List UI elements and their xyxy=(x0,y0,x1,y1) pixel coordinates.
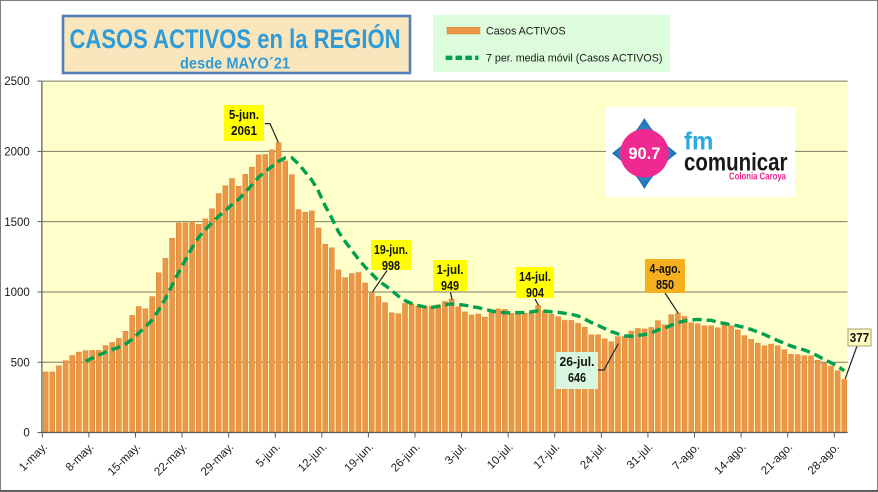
svg-text:998: 998 xyxy=(382,259,400,273)
svg-text:CASOS ACTIVOS en la REGIÓN: CASOS ACTIVOS en la REGIÓN xyxy=(70,24,401,54)
svg-text:7 per. media móvil (Casos ACTI: 7 per. media móvil (Casos ACTIVOS) xyxy=(486,52,662,64)
svg-text:26-jul.: 26-jul. xyxy=(560,355,595,369)
svg-text:904: 904 xyxy=(526,286,544,300)
svg-text:2061: 2061 xyxy=(231,124,257,138)
svg-text:2000: 2000 xyxy=(4,146,30,158)
svg-text:500: 500 xyxy=(11,357,30,369)
svg-text:0: 0 xyxy=(23,428,29,440)
svg-text:desde MAYO´21: desde MAYO´21 xyxy=(180,56,290,73)
svg-text:850: 850 xyxy=(656,278,674,292)
svg-text:Casos ACTIVOS: Casos ACTIVOS xyxy=(486,25,566,37)
svg-text:19-jun.: 19-jun. xyxy=(374,243,408,257)
svg-text:1-jul.: 1-jul. xyxy=(437,263,464,277)
svg-text:90.7: 90.7 xyxy=(628,145,660,163)
svg-text:1500: 1500 xyxy=(4,217,30,229)
svg-text:comunicar: comunicar xyxy=(684,149,788,177)
svg-text:377: 377 xyxy=(850,331,870,345)
svg-text:4-ago.: 4-ago. xyxy=(650,262,681,276)
svg-text:949: 949 xyxy=(441,279,459,293)
svg-text:14-jul.: 14-jul. xyxy=(519,270,551,284)
svg-text:1000: 1000 xyxy=(4,287,30,299)
svg-text:fm: fm xyxy=(684,128,713,156)
svg-text:646: 646 xyxy=(568,371,586,385)
svg-text:2500: 2500 xyxy=(4,76,30,88)
svg-text:Colonia Caroya: Colonia Caroya xyxy=(729,171,786,182)
svg-text:5-jun.: 5-jun. xyxy=(229,108,259,122)
